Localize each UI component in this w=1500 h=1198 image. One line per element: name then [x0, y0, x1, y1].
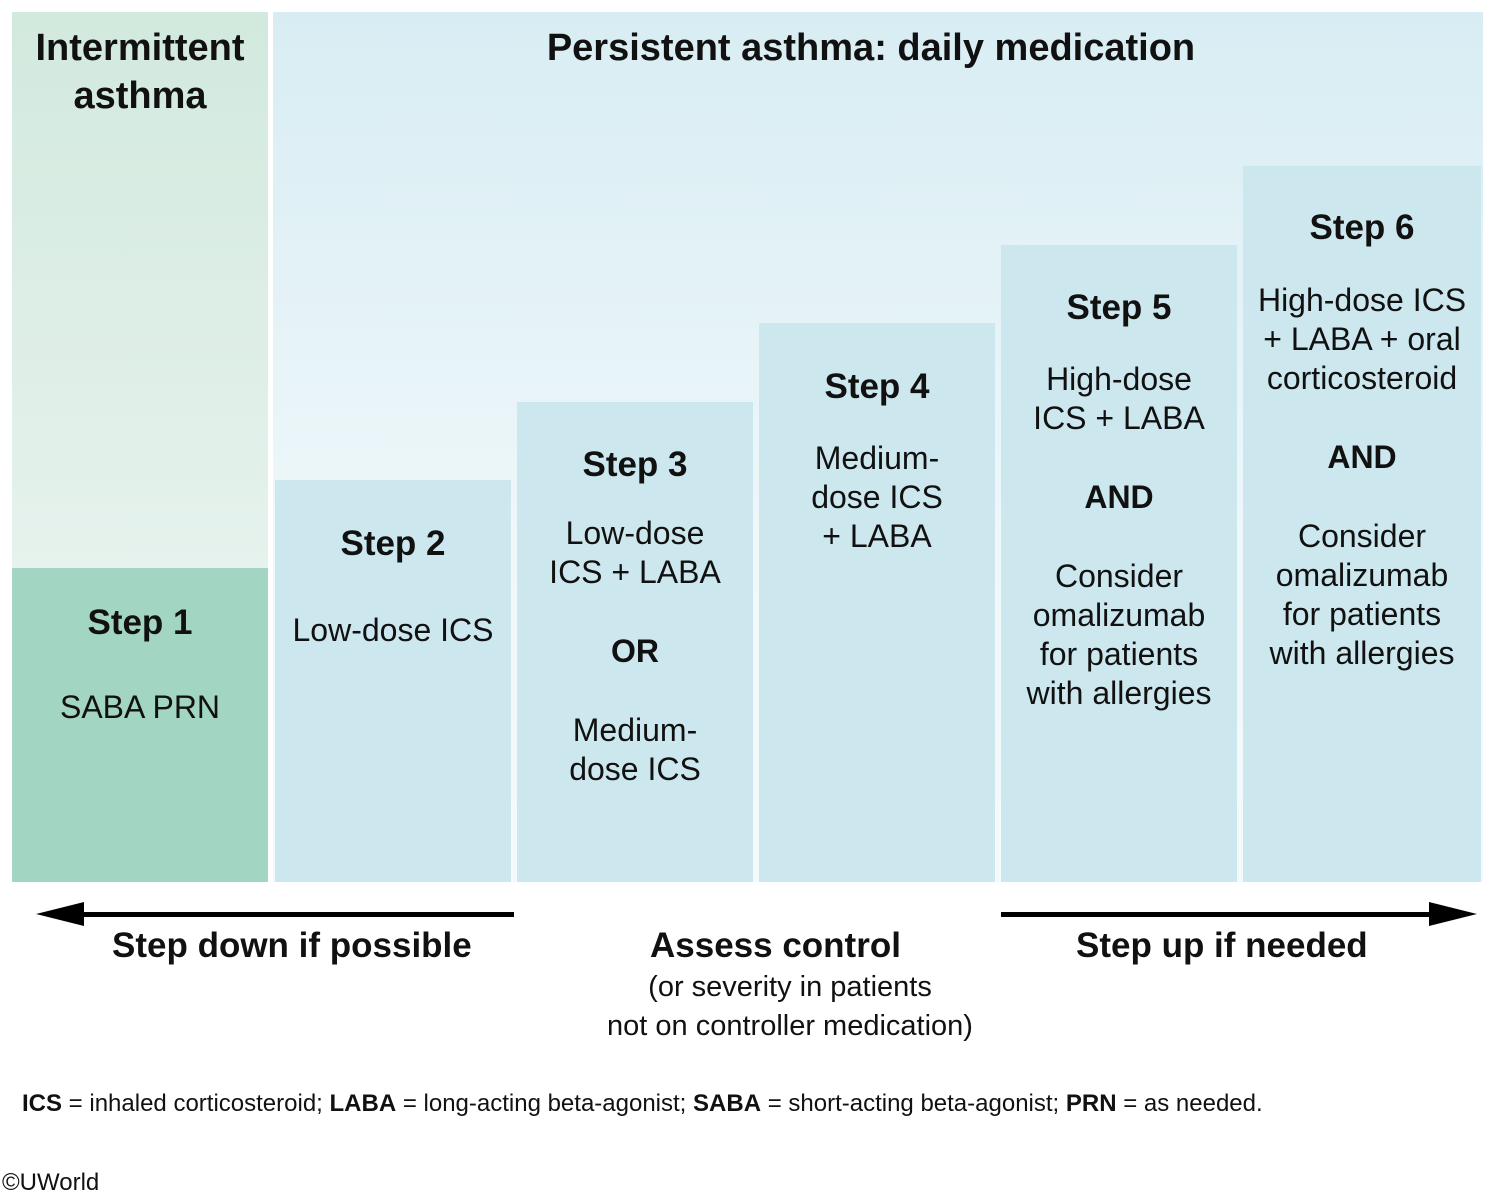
step-3-line: ICS + LABA [549, 554, 721, 590]
step-4-line: + LABA [822, 518, 932, 554]
step-6-box: Step 6 High-dose ICS + LABA + oral corti… [1243, 166, 1481, 882]
abbr-prn-def: = as needed. [1116, 1090, 1263, 1117]
assess-control-label: Assess control [650, 926, 901, 965]
step-down-arrow-icon [36, 902, 514, 926]
intermittent-header-line-1: Intermittent [35, 27, 245, 69]
intermittent-header-line-2: asthma [73, 75, 207, 117]
step-6-line: with allergies [1269, 635, 1455, 671]
step-5-line: ICS + LABA [1033, 400, 1205, 436]
step-6-line: + LABA + oral [1263, 321, 1461, 357]
step-5-line: Consider [1054, 558, 1184, 594]
abbr-saba: SABA [693, 1090, 762, 1117]
arrows-layer [36, 902, 1477, 926]
step-3-title: Step 3 [582, 445, 688, 484]
intermittent-asthma-header: Intermittent asthma [12, 24, 268, 120]
abbr-prn: PRN [1065, 1090, 1117, 1117]
persistent-asthma-header: Persistent asthma: daily medication [546, 27, 1196, 69]
step-3-box: Step 3 Low-dose ICS + LABA OR Medium- do… [517, 402, 753, 882]
step-5-line: with allergies [1026, 675, 1212, 711]
step-up-arrow-icon [1001, 902, 1477, 926]
step-up-label: Step up if needed [1076, 926, 1368, 965]
abbreviations-footnote: ICS = inhaled corticosteroid; LABA = lon… [22, 1089, 1263, 1119]
step-4-line: Medium- [814, 440, 940, 476]
step-3-line: Low-dose [565, 515, 705, 551]
step-1-line: SABA PRN [59, 689, 221, 725]
step-3-line: dose ICS [569, 751, 701, 787]
step-6-line: for patients [1282, 596, 1442, 632]
assess-note-line-1: (or severity in patients [648, 971, 932, 1003]
intermittent-asthma-panel [12, 12, 268, 568]
step-5-line: for patients [1039, 636, 1199, 672]
abbr-laba: LABA [329, 1090, 397, 1117]
step-4-title: Step 4 [824, 367, 930, 406]
step-3-or: OR [611, 633, 659, 669]
step-1-title: Step 1 [87, 603, 193, 642]
step-down-label: Step down if possible [112, 926, 472, 965]
step-6-line: High-dose ICS [1257, 282, 1467, 318]
step-6-line: omalizumab [1275, 557, 1449, 593]
step-3-line: Medium- [572, 712, 698, 748]
step-4-box: Step 4 Medium- dose ICS + LABA [759, 323, 995, 882]
abbr-ics: ICS [22, 1090, 63, 1117]
assess-note-line-2: not on controller medication) [607, 1010, 973, 1042]
step-1-box: Step 1 SABA PRN [12, 568, 268, 882]
abbr-saba-def: = short-acting beta-agonist; [761, 1090, 1066, 1117]
abbr-laba-def: = long-acting beta-agonist; [396, 1090, 694, 1117]
step-6-line: Consider [1297, 518, 1427, 554]
step-2-line: Low-dose ICS [292, 612, 494, 648]
abbr-ics-def: = inhaled corticosteroid; [62, 1090, 330, 1117]
copyright-notice: ©UWorld [2, 1169, 100, 1196]
step-5-and: AND [1084, 479, 1154, 515]
step-2-box: Step 2 Low-dose ICS [275, 480, 511, 882]
step-4-line: dose ICS [811, 479, 943, 515]
step-5-line: omalizumab [1032, 597, 1206, 633]
step-6-title: Step 6 [1309, 208, 1415, 247]
step-5-line: High-dose [1046, 361, 1192, 397]
step-6-line: corticosteroid [1266, 360, 1458, 396]
step-6-and: AND [1327, 439, 1397, 475]
step-5-title: Step 5 [1066, 288, 1172, 327]
step-2-title: Step 2 [340, 524, 446, 563]
step-5-box: Step 5 High-dose ICS + LABA AND Consider… [1001, 245, 1237, 882]
assess-control-note: (or severity in patients not on controll… [570, 968, 1010, 1046]
